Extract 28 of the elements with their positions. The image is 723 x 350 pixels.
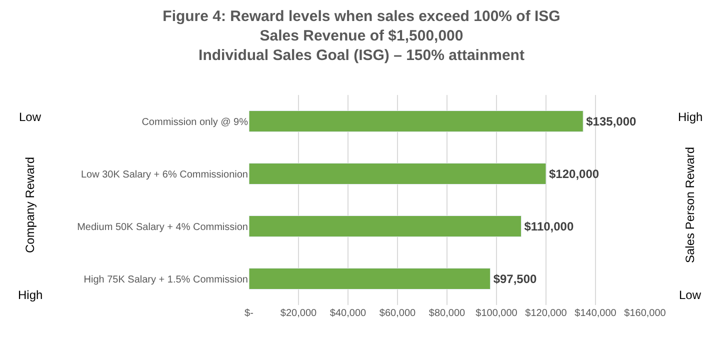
chart-title: Figure 4: Reward levels when sales exceed 100% of ISG Sales Revenue of $1,500,000 Individual Sales Goal (ISG) – 150% attainment [162,8,560,64]
text: High [18,288,43,302]
data-label: $120,000 [549,166,600,181]
x-tick-label: $140,000 [574,308,617,319]
y-tick-label: Commission only @ 9% [142,116,248,128]
y-tick-label: Low 30K Salary + 6% Commissionion [80,169,248,180]
bar [249,216,522,237]
bar [249,163,546,184]
data-label: $97,500 [493,272,538,286]
data-label: $135,000 [586,114,637,128]
text: High [678,110,703,124]
y2-axis-title: Sales Person Reward [683,146,697,263]
x-tick-label: $40,000 [330,308,367,319]
bar [249,268,491,290]
text: Low [679,288,702,302]
data-label: $110,000 [524,219,574,234]
y-tick-label: High 75K Salary + 1.5% Commission [84,274,248,286]
y-axis-title: Company Reward [23,156,37,253]
bar [249,110,584,132]
x-tick-label: $80,000 [428,308,466,319]
x-tick-label: $160,000 [624,308,666,319]
x-tick-label: $- [244,308,254,319]
y-tick-label: Medium 50K Salary + 4% Commission [77,222,248,233]
x-tick-label: $20,000 [280,308,318,319]
x-tick-label: $60,000 [379,308,416,319]
x-tick-label: $100,000 [476,308,518,319]
x-tick-label: $120,000 [525,308,568,319]
text: Low [19,110,42,124]
